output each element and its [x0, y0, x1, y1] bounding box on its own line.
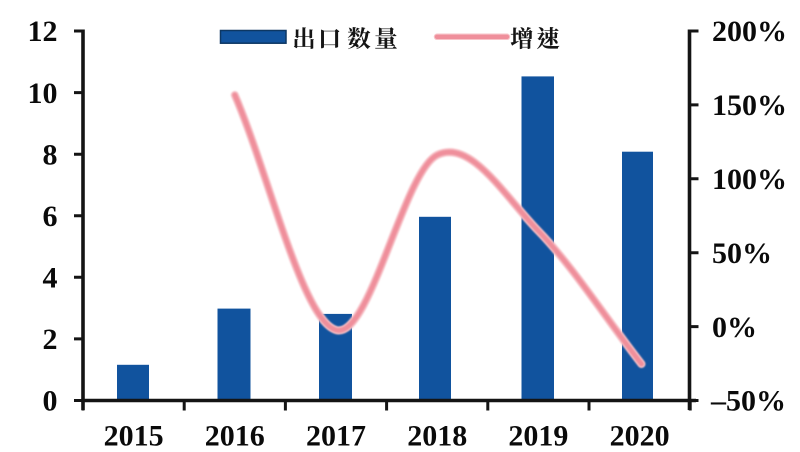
- svg-text:–50%: –50%: [710, 385, 786, 418]
- svg-text:50%: 50%: [712, 237, 772, 270]
- svg-text:0%: 0%: [712, 311, 757, 344]
- svg-text:0: 0: [43, 385, 58, 418]
- svg-text:150%: 150%: [712, 89, 787, 122]
- svg-text:8: 8: [43, 138, 58, 171]
- svg-text:2: 2: [43, 323, 58, 356]
- svg-text:2015: 2015: [104, 420, 164, 452]
- svg-text:2018: 2018: [407, 420, 467, 452]
- svg-text:10: 10: [28, 77, 58, 110]
- svg-text:4: 4: [43, 262, 58, 295]
- svg-text:100%: 100%: [712, 163, 787, 196]
- svg-text:2017: 2017: [306, 420, 366, 452]
- svg-text:2019: 2019: [508, 420, 568, 452]
- svg-text:2020: 2020: [610, 420, 670, 452]
- svg-text:12: 12: [28, 15, 58, 48]
- svg-text:2016: 2016: [205, 420, 265, 452]
- svg-text:6: 6: [43, 200, 58, 233]
- svg-text:200%: 200%: [712, 15, 787, 48]
